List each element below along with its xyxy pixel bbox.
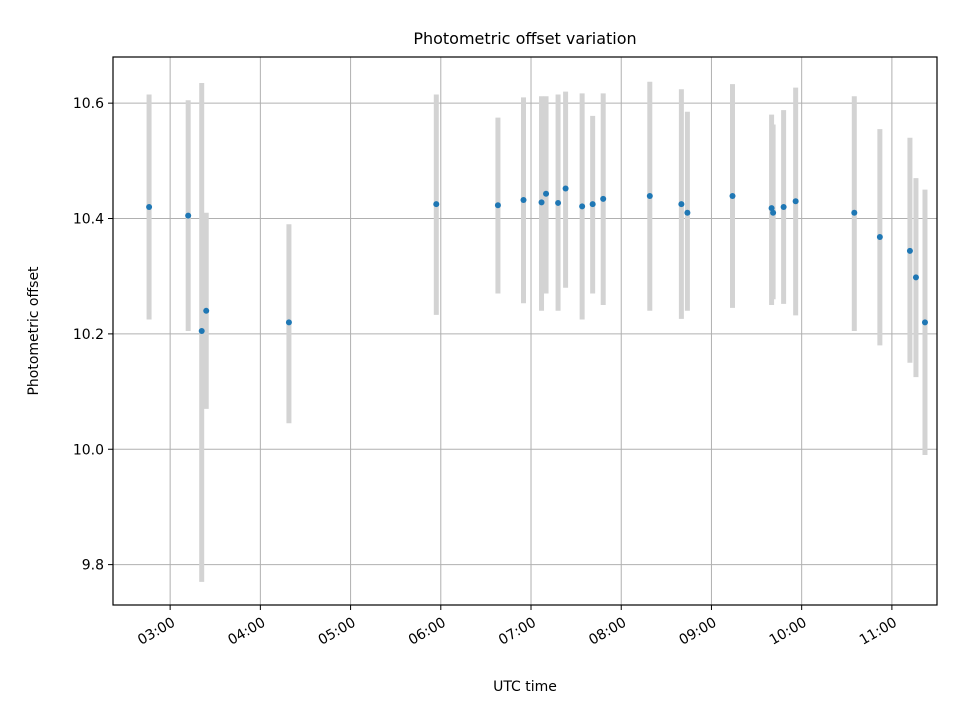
data-point bbox=[146, 203, 153, 210]
plot-frame bbox=[112, 56, 938, 606]
data-point bbox=[494, 202, 501, 209]
data-point bbox=[770, 209, 777, 216]
y-axis-label: Photometric offset bbox=[26, 266, 42, 396]
data-point bbox=[729, 193, 736, 200]
data-points bbox=[146, 185, 928, 334]
data-point bbox=[579, 203, 586, 210]
data-point bbox=[198, 328, 205, 334]
data-point bbox=[543, 190, 550, 197]
y-tick-label: 9.8 bbox=[82, 558, 104, 574]
data-point bbox=[780, 203, 787, 210]
data-point bbox=[876, 233, 883, 240]
data-point bbox=[203, 307, 210, 314]
data-point bbox=[538, 199, 545, 206]
data-point bbox=[433, 201, 440, 208]
data-point bbox=[678, 201, 685, 208]
data-point bbox=[906, 247, 913, 254]
chart-title: Photometric offset variation bbox=[413, 29, 636, 48]
data-point bbox=[285, 319, 292, 326]
data-point bbox=[562, 185, 569, 192]
data-point bbox=[520, 197, 527, 204]
y-tick-label: 10.6 bbox=[73, 96, 104, 112]
y-tick-label: 10.2 bbox=[73, 327, 104, 343]
data-point bbox=[768, 205, 775, 212]
y-axis-ticks: 9.8 10.0 10.2 10.4 10.6 bbox=[73, 96, 113, 574]
y-tick-label: 10.0 bbox=[73, 442, 104, 458]
data-point bbox=[851, 209, 858, 216]
x-axis-label: UTC time bbox=[493, 679, 557, 695]
data-point bbox=[589, 201, 596, 208]
data-point bbox=[185, 212, 192, 219]
data-point bbox=[600, 195, 607, 202]
data-point bbox=[555, 199, 562, 206]
data-point bbox=[921, 319, 928, 326]
data-point bbox=[684, 209, 691, 216]
data-point bbox=[912, 274, 919, 281]
data-point bbox=[792, 198, 799, 205]
data-point bbox=[646, 193, 653, 200]
y-tick-label: 10.4 bbox=[73, 212, 104, 228]
